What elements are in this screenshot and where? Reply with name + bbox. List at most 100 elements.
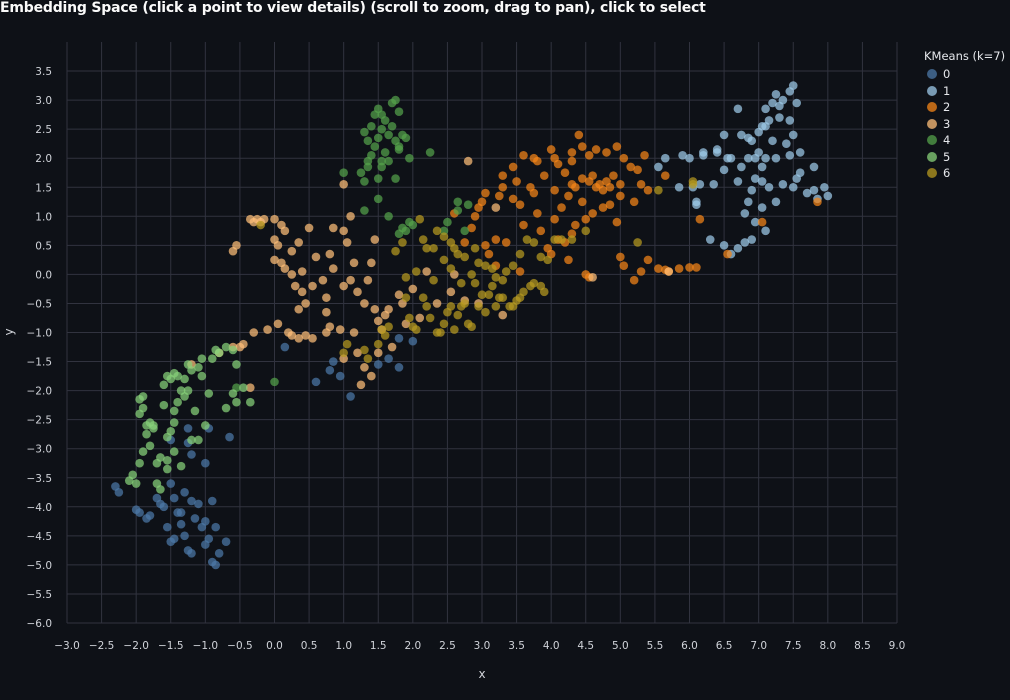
- data-point-cluster-1[interactable]: [747, 136, 757, 146]
- data-point-cluster-5[interactable]: [169, 447, 179, 456]
- data-point-cluster-5[interactable]: [228, 389, 238, 398]
- data-point-cluster-1[interactable]: [809, 162, 819, 172]
- data-point-cluster-4[interactable]: [367, 150, 376, 160]
- data-point-cluster-2[interactable]: [660, 171, 670, 180]
- data-point-cluster-1[interactable]: [792, 98, 802, 108]
- data-point-cluster-3[interactable]: [353, 287, 362, 297]
- data-point-cluster-6[interactable]: [498, 275, 508, 285]
- data-point-cluster-0[interactable]: [211, 522, 221, 532]
- data-point-cluster-4[interactable]: [373, 133, 383, 143]
- data-point-cluster-5[interactable]: [138, 447, 148, 456]
- data-point-cluster-2[interactable]: [508, 162, 518, 172]
- data-point-cluster-2[interactable]: [636, 267, 646, 276]
- data-point-cluster-2[interactable]: [609, 171, 618, 180]
- data-point-cluster-2[interactable]: [481, 241, 490, 250]
- data-point-cluster-6[interactable]: [557, 235, 566, 244]
- data-point-cluster-2[interactable]: [571, 182, 580, 192]
- data-point-cluster-4[interactable]: [363, 136, 373, 146]
- data-point-cluster-3[interactable]: [277, 258, 286, 268]
- data-point-cluster-5[interactable]: [197, 371, 207, 381]
- data-point-cluster-3[interactable]: [322, 328, 331, 337]
- data-point-cluster-3[interactable]: [318, 275, 328, 285]
- data-point-cluster-0[interactable]: [207, 496, 217, 506]
- data-point-cluster-5[interactable]: [138, 392, 148, 401]
- data-point-cluster-3[interactable]: [287, 246, 297, 256]
- data-point-cluster-5[interactable]: [183, 386, 193, 395]
- data-point-cluster-3[interactable]: [360, 299, 369, 308]
- data-point-cluster-5[interactable]: [145, 441, 155, 451]
- data-point-cluster-0[interactable]: [211, 560, 221, 570]
- data-point-cluster-6[interactable]: [453, 249, 463, 259]
- data-point-cluster-3[interactable]: [415, 313, 425, 323]
- data-point-cluster-1[interactable]: [723, 153, 732, 163]
- data-point-cluster-3[interactable]: [311, 252, 321, 262]
- data-point-cluster-6[interactable]: [453, 310, 463, 320]
- data-point-cluster-3[interactable]: [356, 380, 366, 390]
- data-point-cluster-0[interactable]: [176, 519, 186, 529]
- data-point-cluster-6[interactable]: [529, 238, 539, 247]
- data-point-cluster-1[interactable]: [757, 203, 767, 212]
- data-point-cluster-4[interactable]: [387, 121, 397, 131]
- data-point-cluster-4[interactable]: [453, 206, 463, 215]
- data-point-cluster-6[interactable]: [477, 290, 487, 300]
- data-point-cluster-3[interactable]: [228, 246, 238, 256]
- data-point-cluster-2[interactable]: [501, 238, 511, 247]
- legend-item-2[interactable]: 2: [924, 99, 1005, 116]
- data-point-cluster-3[interactable]: [446, 287, 456, 297]
- data-point-cluster-6[interactable]: [398, 238, 407, 247]
- data-point-cluster-3[interactable]: [245, 383, 255, 392]
- data-point-cluster-5[interactable]: [159, 400, 169, 410]
- data-point-cluster-6[interactable]: [422, 243, 431, 253]
- data-point-cluster-6[interactable]: [522, 235, 532, 244]
- data-point-cluster-3[interactable]: [325, 249, 335, 259]
- data-point-cluster-4[interactable]: [401, 226, 411, 236]
- data-point-cluster-4[interactable]: [408, 220, 418, 230]
- data-point-cluster-2[interactable]: [605, 200, 615, 209]
- data-point-cluster-1[interactable]: [771, 153, 781, 163]
- data-point-cluster-1[interactable]: [778, 180, 788, 189]
- data-point-cluster-2[interactable]: [619, 153, 629, 163]
- data-point-cluster-2[interactable]: [619, 261, 629, 270]
- data-point-cluster-1[interactable]: [778, 95, 788, 105]
- data-point-cluster-6[interactable]: [360, 345, 369, 355]
- data-point-cluster-2[interactable]: [481, 188, 490, 198]
- data-point-cluster-1[interactable]: [761, 226, 770, 236]
- data-point-cluster-5[interactable]: [169, 406, 179, 416]
- data-point-cluster-3[interactable]: [273, 319, 283, 329]
- data-point-cluster-0[interactable]: [187, 548, 196, 558]
- data-point-cluster-3[interactable]: [370, 235, 380, 244]
- data-point-cluster-2[interactable]: [695, 214, 705, 224]
- data-point-cluster-0[interactable]: [221, 537, 231, 546]
- data-point-cluster-3[interactable]: [249, 328, 259, 337]
- data-point-cluster-3[interactable]: [308, 281, 317, 291]
- data-point-cluster-0[interactable]: [145, 511, 155, 520]
- data-point-cluster-2[interactable]: [539, 171, 549, 180]
- data-point-cluster-6[interactable]: [391, 246, 400, 256]
- data-point-cluster-1[interactable]: [695, 180, 705, 189]
- data-point-cluster-2[interactable]: [588, 171, 597, 180]
- data-point-cluster-5[interactable]: [245, 397, 255, 407]
- data-point-cluster-3[interactable]: [384, 304, 393, 314]
- data-point-cluster-1[interactable]: [743, 153, 753, 163]
- data-point-cluster-6[interactable]: [450, 325, 459, 334]
- data-point-cluster-0[interactable]: [169, 493, 179, 503]
- data-point-cluster-2[interactable]: [571, 220, 580, 230]
- data-point-cluster-3[interactable]: [328, 223, 338, 233]
- data-point-cluster-3[interactable]: [367, 258, 376, 268]
- data-point-cluster-2[interactable]: [643, 255, 653, 265]
- data-point-cluster-6[interactable]: [688, 177, 698, 186]
- data-point-cluster-3[interactable]: [335, 325, 345, 334]
- data-point-cluster-1[interactable]: [788, 130, 798, 140]
- data-point-cluster-1[interactable]: [785, 150, 795, 160]
- data-point-cluster-5[interactable]: [239, 383, 248, 392]
- data-point-cluster-6[interactable]: [439, 319, 449, 329]
- data-point-cluster-1[interactable]: [660, 153, 670, 163]
- data-point-cluster-2[interactable]: [494, 191, 504, 201]
- data-point-cluster-4[interactable]: [443, 217, 452, 227]
- data-point-cluster-4[interactable]: [360, 206, 369, 215]
- data-point-cluster-6[interactable]: [439, 255, 449, 265]
- data-point-cluster-2[interactable]: [529, 188, 539, 198]
- data-point-cluster-1[interactable]: [699, 150, 708, 160]
- data-point-cluster-3[interactable]: [373, 348, 383, 358]
- data-point-cluster-1[interactable]: [737, 130, 746, 140]
